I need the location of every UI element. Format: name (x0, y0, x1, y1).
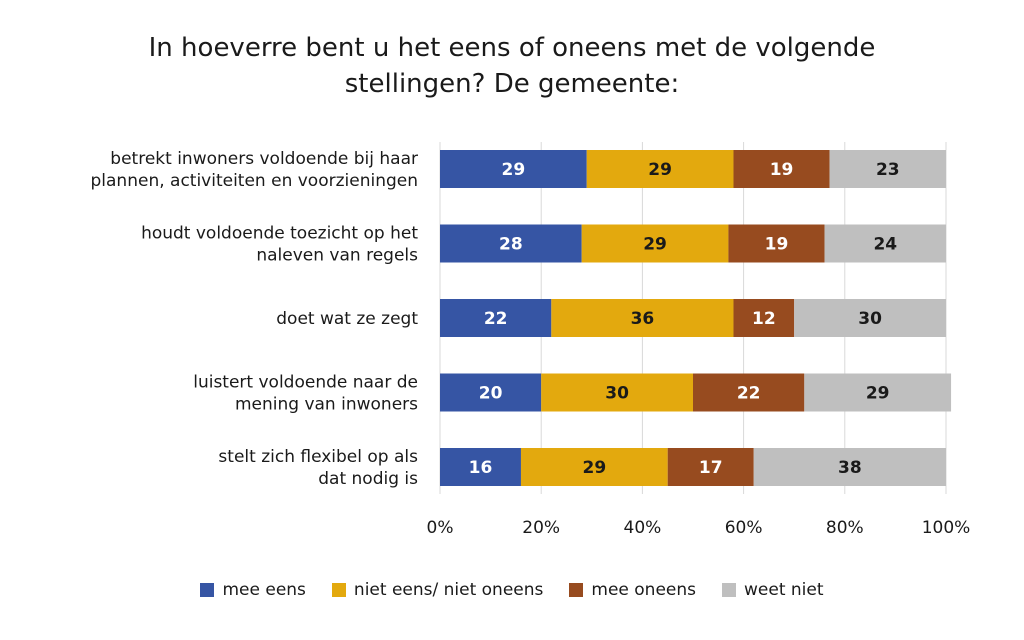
data-label: 36 (631, 309, 655, 329)
legend-item: mee oneens (569, 580, 696, 600)
category-label: naleven van regels (256, 246, 418, 266)
legend: mee eens niet eens/ niet oneens mee oneens… (0, 580, 1024, 600)
category-label: houdt voldoende toezicht op het (141, 224, 418, 244)
legend-label: mee eens (222, 580, 306, 600)
category-label: plannen, activiteiten en voorzieningen (91, 171, 419, 191)
bar-segment (586, 150, 734, 188)
bar-segment (440, 150, 587, 188)
data-label: 29 (502, 160, 526, 180)
x-tick-label: 20% (522, 518, 560, 538)
data-label: 29 (582, 458, 606, 478)
chart-title: In hoeverre bent u het eens of oneens me… (0, 30, 1024, 102)
data-label: 12 (752, 309, 776, 329)
legend-label: weet niet (744, 580, 824, 600)
legend-swatch (331, 583, 346, 597)
legend-label: mee oneens (591, 580, 696, 600)
bar-segment (667, 448, 754, 486)
chart-title-line-2: stellingen? De gemeente: (344, 69, 680, 99)
category-label: doet wat ze zegt (276, 309, 418, 329)
data-label: 28 (499, 235, 523, 255)
bar-segment (520, 448, 668, 486)
data-label: 23 (876, 160, 900, 180)
x-tick-label: 40% (624, 518, 662, 538)
data-label: 19 (765, 235, 789, 255)
data-label: 20 (479, 384, 503, 404)
bar-segment (440, 448, 521, 486)
category-label: betrekt inwoners voldoende bij haar (110, 149, 418, 169)
bar-segment (804, 373, 952, 412)
x-tick-label: 60% (725, 518, 763, 538)
bar-segment (551, 299, 734, 337)
legend-swatch (200, 583, 215, 597)
data-label: 29 (866, 384, 890, 404)
bar-segment (733, 150, 830, 188)
bar-segment (440, 299, 552, 337)
bar-segment (824, 224, 946, 263)
data-label: 30 (605, 384, 629, 404)
x-tick-label: 100% (922, 518, 971, 538)
bar-segment (440, 373, 542, 412)
bar-chart-plot: 29 29 19 23 betrekt inwoners voldoende bij h… (91, 142, 971, 538)
bar-segment (753, 448, 946, 486)
legend-item: weet niet (722, 580, 824, 600)
legend-label: niet eens/ niet oneens (353, 580, 544, 600)
x-tick-label: 80% (826, 518, 864, 538)
legend-item: niet eens/ niet oneens (331, 580, 544, 600)
category-label: dat nodig is (318, 469, 418, 489)
bar-segment (541, 373, 693, 412)
bar-segment (829, 150, 946, 188)
x-tick-label: 0% (427, 518, 454, 538)
data-label: 29 (648, 160, 672, 180)
data-label: 17 (699, 458, 723, 478)
data-label: 19 (770, 160, 794, 180)
bar-segment (440, 224, 582, 263)
data-label: 22 (484, 309, 508, 329)
bar-segment (693, 373, 805, 412)
data-label: 16 (469, 458, 493, 478)
category-label: luistert voldoende naar de (193, 373, 418, 393)
bar-segment (733, 299, 795, 337)
bar-segment (581, 224, 729, 263)
legend-item: mee eens (200, 580, 306, 600)
category-label: stelt zich flexibel op als (218, 447, 418, 467)
legend-swatch (722, 583, 736, 597)
data-label: 24 (873, 235, 897, 255)
data-label: 30 (858, 309, 882, 329)
bar-segment (794, 299, 946, 337)
category-label: mening van inwoners (235, 395, 418, 415)
legend-swatch (569, 583, 584, 597)
data-label: 38 (838, 458, 862, 478)
bar-segment (728, 224, 825, 263)
data-label: 22 (737, 384, 761, 404)
data-label: 29 (643, 235, 667, 255)
chart-title-line-1: In hoeverre bent u het eens of oneens me… (148, 33, 876, 63)
